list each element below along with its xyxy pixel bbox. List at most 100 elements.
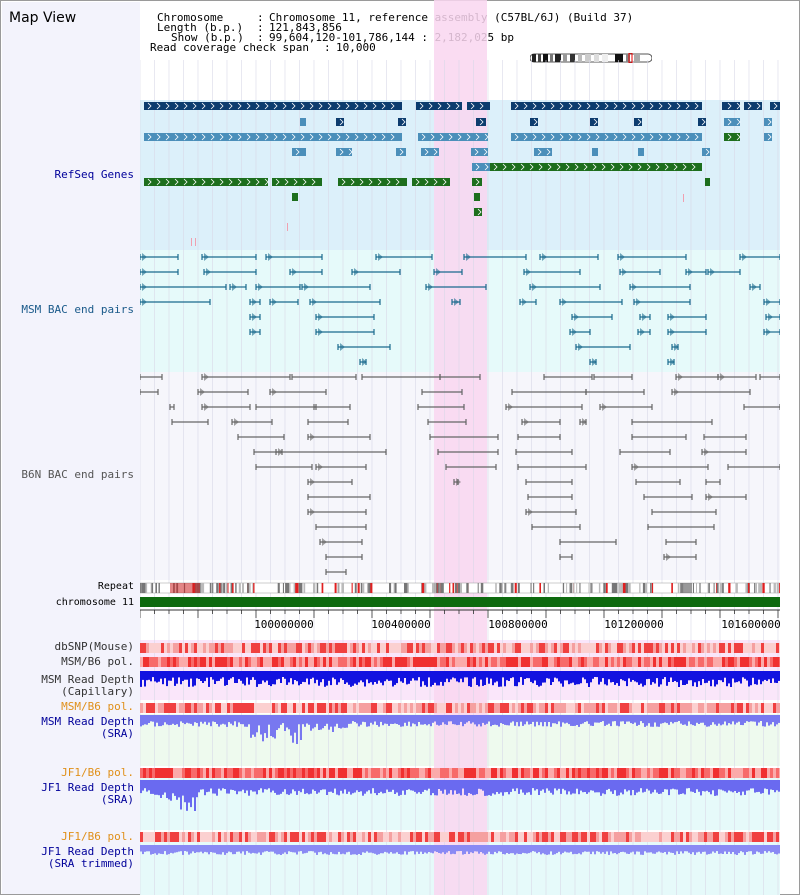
- msm-b6-pol-sra-cell: [554, 703, 557, 713]
- gene-feature[interactable]: [724, 102, 740, 110]
- jf1-trim-depth-bar: [286, 845, 288, 855]
- msm-capillary-depth-bar: [208, 671, 210, 687]
- msm-capillary-depth-bar: [288, 671, 290, 683]
- msm-b6-pol-sra-cell: [755, 703, 758, 713]
- track-label-chromosome[interactable]: chromosome 11: [55, 597, 134, 608]
- genome-browser-plot[interactable]: 100000000 100400000 100800000 101200000 1016…: [140, 0, 780, 895]
- gene-strand-arrow: [336, 133, 341, 141]
- msm-capillary-depth-bar: [434, 671, 436, 683]
- msm-sra-depth-bar: [558, 715, 560, 722]
- jf1-trim-depth-bar: [352, 845, 354, 855]
- msm-b6-pol-cell: [407, 657, 410, 667]
- chromosome-ideogram-icon[interactable]: [530, 53, 652, 63]
- gene-feature[interactable]: [421, 148, 439, 156]
- gene-feature[interactable]: [416, 102, 462, 110]
- msm-sra-depth-bar: [454, 715, 456, 725]
- jf1-b6-pol-trim-cell: [680, 832, 683, 842]
- gene-feature[interactable]: [144, 133, 402, 141]
- msm-b6-pol-sra-cell: [512, 703, 515, 713]
- track-label-jf1-read-depth-trimmed[interactable]: JF1 Read Depth: [41, 845, 134, 858]
- jf1-b6-pol-cell: [140, 768, 143, 778]
- gene-feature[interactable]: [336, 118, 344, 126]
- jf1-b6-pol-trim-cell: [203, 832, 206, 842]
- msm-capillary-depth-bar: [282, 671, 284, 677]
- track-label-msm-read-depth-capillary[interactable]: MSM Read Depth: [41, 673, 134, 686]
- gene-feature[interactable]: [472, 163, 490, 171]
- gene-feature[interactable]: [396, 148, 406, 156]
- gene-feature[interactable]: [467, 102, 490, 110]
- msm-capillary-depth-bar: [752, 671, 754, 678]
- msm-b6-pol-cell: [728, 657, 731, 667]
- gene-feature[interactable]: [474, 208, 482, 216]
- chromosome-bar[interactable]: [140, 597, 780, 607]
- gene-feature[interactable]: [744, 102, 762, 110]
- dbsnp-cell: [395, 643, 398, 653]
- gene-feature[interactable]: [590, 118, 598, 126]
- gene-feature[interactable]: [398, 118, 406, 126]
- jf1-sra-depth-bar: [258, 780, 260, 791]
- track-label-msm-bac[interactable]: MSM BAC end pairs: [21, 303, 134, 316]
- gene-feature[interactable]: [698, 118, 706, 126]
- jf1-sra-depth-bar: [558, 780, 560, 789]
- track-label-jf1-b6-pol-trimmed[interactable]: JF1/B6 pol.: [61, 830, 134, 843]
- track-label-jf1-read-depth-sra[interactable]: JF1 Read Depth: [41, 781, 134, 794]
- gene-feature[interactable]: [144, 102, 402, 110]
- track-label-repeat[interactable]: Repeat: [97, 581, 134, 592]
- gene-feature[interactable]: [511, 133, 702, 141]
- track-label-refseq[interactable]: RefSeq Genes: [54, 168, 134, 181]
- gene-feature[interactable]: [724, 133, 740, 141]
- gene-feature[interactable]: [511, 102, 702, 110]
- dbsnp-cell: [635, 643, 638, 653]
- gene-feature[interactable]: [292, 193, 298, 201]
- gene-feature[interactable]: [634, 118, 642, 126]
- gene-feature[interactable]: [144, 178, 268, 186]
- gene-feature[interactable]: [592, 148, 598, 156]
- gene-feature[interactable]: [724, 118, 740, 126]
- gene-feature[interactable]: [336, 148, 352, 156]
- track-label-jf1-b6-pol[interactable]: JF1/B6 pol.: [61, 766, 134, 779]
- jf1-trim-depth-bar: [484, 845, 486, 855]
- msm-capillary-depth-bar: [414, 671, 416, 681]
- gene-feature[interactable]: [764, 133, 772, 141]
- jf1-trim-depth-bar: [546, 845, 548, 855]
- gene-feature[interactable]: [702, 148, 710, 156]
- gene-feature[interactable]: [638, 148, 644, 156]
- jf1-b6-pol-cell: [224, 768, 227, 778]
- jf1-sra-depth-bar: [326, 780, 328, 795]
- bac-end-marker: [742, 253, 747, 261]
- gene-feature[interactable]: [770, 102, 780, 110]
- msm-sra-depth-bar: [686, 715, 688, 726]
- gene-feature[interactable]: [300, 118, 306, 126]
- gene-feature[interactable]: [472, 178, 482, 186]
- msm-b6-pol-sra-cell: [605, 703, 608, 713]
- gene-feature[interactable]: [530, 118, 538, 126]
- gene-strand-arrow: [493, 163, 498, 171]
- msm-b6-pol-sra-cell: [734, 703, 737, 713]
- gene-feature[interactable]: [476, 118, 486, 126]
- msm-sra-depth-bar: [174, 715, 176, 725]
- jf1-sra-depth-bar: [384, 780, 386, 794]
- dbsnp-cell: [170, 643, 173, 653]
- gene-feature[interactable]: [471, 148, 488, 156]
- track-label-msm-b6-pol-sra[interactable]: MSM/B6 pol.: [61, 700, 134, 713]
- track-label-msm-read-depth-sra[interactable]: MSM Read Depth: [41, 715, 134, 728]
- gene-feature[interactable]: [534, 148, 552, 156]
- track-label-msm-b6-pol[interactable]: MSM/B6 pol.: [61, 655, 134, 668]
- gene-feature[interactable]: [764, 118, 772, 126]
- gene-feature[interactable]: [418, 133, 488, 141]
- jf1-trim-depth-bar: [336, 845, 338, 855]
- gene-feature[interactable]: [474, 193, 480, 201]
- repeat-element: [303, 583, 306, 593]
- gene-strand-arrow: [147, 178, 152, 186]
- jf1-b6-pol-cell: [305, 768, 308, 778]
- jf1-trim-depth-bar: [504, 845, 506, 855]
- msm-sra-depth-bar: [274, 715, 276, 739]
- msm-b6-pol-sra-cell: [257, 703, 260, 713]
- gene-feature[interactable]: [705, 178, 710, 186]
- gene-feature[interactable]: [412, 178, 450, 186]
- track-label-dbsnp[interactable]: dbSNP(Mouse): [54, 640, 134, 653]
- gene-strand-arrow: [377, 178, 382, 186]
- jf1-b6-pol-cell: [581, 768, 584, 778]
- msm-b6-pol-sra-cell: [749, 703, 752, 713]
- track-label-b6n-bac[interactable]: B6N BAC end pairs: [21, 468, 134, 481]
